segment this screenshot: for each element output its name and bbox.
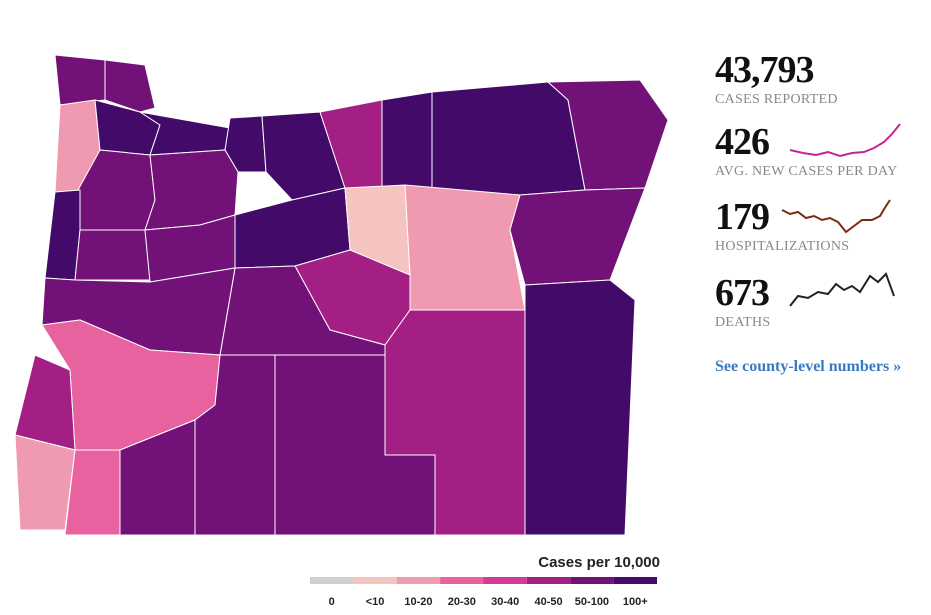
- legend-label: 40-50: [534, 596, 562, 608]
- stat: 43,793 CASES REPORTED: [715, 50, 838, 108]
- stat: 179 HOSPITALIZATIONS: [715, 197, 849, 255]
- county: [64, 449, 121, 536]
- legend-label: 0: [329, 596, 335, 608]
- stat-value: 179: [715, 196, 770, 238]
- stat: 426 AVG. NEW CASES PER DAY: [715, 122, 898, 180]
- legend-label: 100+: [623, 596, 648, 608]
- county: [54, 54, 106, 106]
- county: [14, 434, 76, 531]
- sparkline: [789, 272, 895, 307]
- legend-label: 20-30: [448, 596, 476, 608]
- stat-value: 673: [715, 272, 770, 314]
- legend-title: Cases per 10,000: [538, 554, 660, 571]
- legend-swatch: [440, 577, 484, 584]
- legend-swatch: [353, 577, 397, 584]
- county: [524, 279, 636, 536]
- county: [44, 189, 81, 281]
- legend-swatch: [613, 577, 657, 584]
- county: [74, 229, 151, 281]
- sparkline: [789, 123, 901, 158]
- county: [224, 115, 267, 173]
- county: [509, 187, 646, 286]
- county: [104, 59, 156, 113]
- county-link[interactable]: See county-level numbers »: [715, 358, 902, 375]
- stat-value: 426: [715, 121, 770, 163]
- legend-swatch: [396, 577, 441, 584]
- stat-label: DEATHS: [715, 315, 771, 330]
- legend-label: 30-40: [491, 596, 519, 608]
- sparkline: [781, 199, 891, 234]
- legend-swatch: [310, 577, 354, 584]
- stat-label: HOSPITALIZATIONS: [715, 239, 850, 254]
- county: [404, 184, 526, 311]
- oregon-map: [14, 54, 669, 536]
- legend-swatch: [570, 577, 614, 584]
- stat-value: 43,793: [715, 49, 814, 91]
- stat-label: AVG. NEW CASES PER DAY: [715, 164, 898, 179]
- stat: 673 DEATHS: [715, 273, 770, 331]
- legend-label: 50-100: [575, 596, 609, 608]
- stat-label: CASES REPORTED: [715, 92, 838, 107]
- county: [381, 91, 433, 191]
- legend-swatch: [526, 577, 571, 584]
- legend-label: <10: [366, 596, 385, 608]
- county: [431, 81, 586, 196]
- county: [384, 309, 526, 536]
- legend-label: 10-20: [404, 596, 432, 608]
- legend-swatch: [483, 577, 527, 584]
- county: [14, 354, 76, 451]
